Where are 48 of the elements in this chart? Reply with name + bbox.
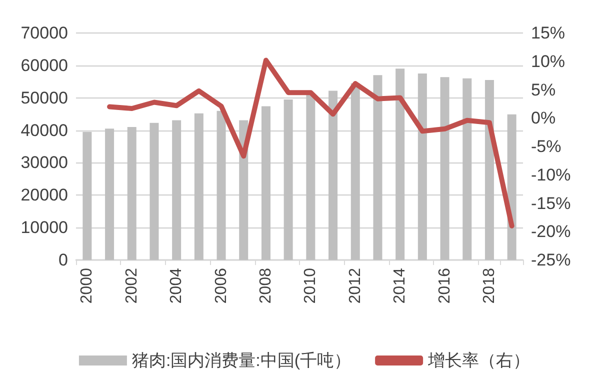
x-tick-label: 2016 [436,268,454,304]
x-tick-label: 2008 [257,268,274,304]
bar [172,120,182,260]
bar [127,127,136,260]
bar [507,114,516,260]
y-tick-label: 0 [58,250,68,270]
legend-label: 增长率（右） [427,351,530,370]
y-tick-label: 20000 [20,186,68,205]
x-tick-label: 2018 [480,268,498,304]
x-tick-label: 2012 [346,268,364,304]
bar [194,113,204,260]
bar [373,75,382,260]
x-tick-label: 2010 [302,268,320,304]
y2-tick-label: 15% [531,24,566,42]
y-tick-label: 60000 [20,56,68,75]
bar [440,77,450,260]
x-tick-label: 2002 [123,268,140,304]
bar [484,80,494,260]
bar [306,94,316,260]
y-tick-label: 40000 [20,120,68,140]
legend-label: 猪肉:国内消费量:中国(千吨） [132,351,352,370]
bar [105,128,114,260]
y2-tick-label: 5% [531,80,556,100]
bar [462,78,472,260]
y2-tick-label: 0% [531,108,556,128]
bar [216,110,226,260]
x-tick-label: 2000 [78,268,96,304]
y2-tick-label: -5% [531,137,562,156]
bar [284,99,293,260]
y2-tick-label: -20% [531,222,571,242]
bar [261,106,270,260]
bar [82,132,92,260]
y-tick-label: 50000 [20,88,68,108]
y-tick-label: 30000 [20,153,68,172]
x-tick-label: 2014 [392,268,409,304]
y-tick-label: 70000 [20,24,68,42]
x-tick-label: 2006 [212,268,230,304]
y2-tick-label: -25% [531,250,571,270]
bar [328,90,338,260]
bar [350,83,360,260]
x-tick-label: 2004 [168,268,186,304]
y2-tick-label: -15% [531,194,571,213]
y2-tick-label: -10% [531,165,571,184]
y2-tick-label: 10% [531,52,566,71]
y-tick-label: 10000 [20,218,68,238]
bar [396,68,405,260]
bar [150,122,159,260]
bar [418,74,427,260]
